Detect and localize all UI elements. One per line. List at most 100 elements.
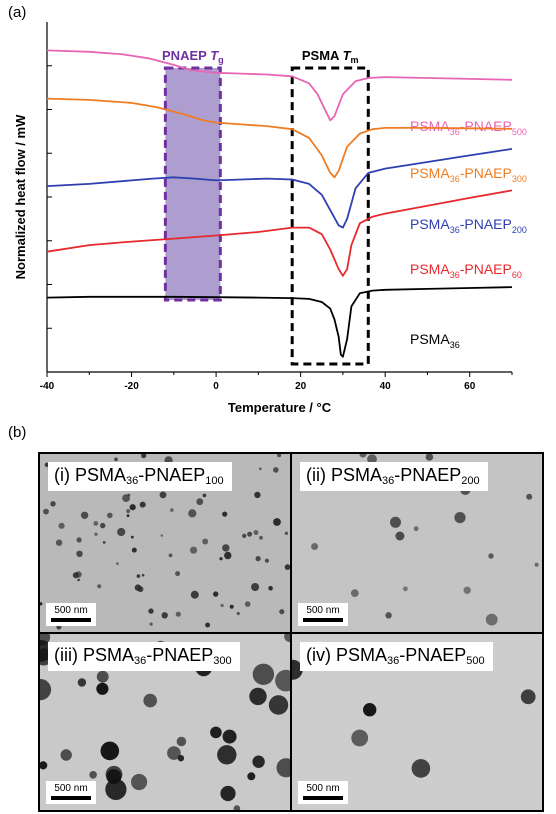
particle bbox=[141, 454, 147, 459]
particle bbox=[247, 531, 253, 537]
tem-tile: (ii) PSMA36-PNAEP200 500 nm bbox=[292, 454, 542, 632]
particle bbox=[390, 516, 401, 528]
particle bbox=[188, 509, 197, 518]
particle bbox=[463, 586, 471, 594]
particle bbox=[55, 539, 63, 546]
particle bbox=[205, 622, 211, 628]
particle bbox=[149, 622, 153, 626]
particle bbox=[176, 736, 187, 747]
particle bbox=[96, 682, 109, 695]
series-label: PSMA36 bbox=[410, 331, 460, 350]
particle bbox=[224, 551, 232, 560]
series-line bbox=[46, 97, 513, 179]
particle bbox=[50, 501, 56, 507]
particle bbox=[249, 687, 267, 706]
particle bbox=[80, 511, 89, 519]
particle bbox=[273, 518, 281, 526]
particle bbox=[252, 663, 275, 685]
tem-tile: (i) PSMA36-PNAEP100 500 nm bbox=[40, 454, 290, 632]
particle bbox=[126, 514, 130, 518]
dsc-chart: PNAEP Tg PSMA Tm -40 -20 0 20 40 60 Temperature … bbox=[13, 22, 527, 415]
particle bbox=[279, 609, 285, 615]
particle bbox=[94, 532, 98, 536]
particle bbox=[258, 467, 262, 471]
scale-bar: 500 nm bbox=[298, 781, 348, 804]
particle bbox=[264, 558, 269, 563]
particle bbox=[268, 585, 273, 591]
particle bbox=[170, 508, 174, 512]
particle bbox=[131, 547, 137, 553]
particle bbox=[277, 454, 282, 458]
particle bbox=[247, 772, 256, 781]
particle bbox=[403, 586, 408, 592]
particle bbox=[175, 571, 181, 577]
particle bbox=[130, 535, 134, 539]
particle bbox=[284, 634, 290, 642]
scale-bar: 500 nm bbox=[46, 781, 96, 804]
tem-tile: (iv) PSMA36-PNAEP500 500 nm bbox=[292, 634, 542, 810]
particle bbox=[411, 759, 431, 778]
particle bbox=[220, 603, 224, 608]
particle bbox=[268, 695, 289, 715]
particle bbox=[526, 493, 533, 500]
particle bbox=[89, 771, 97, 779]
particle bbox=[273, 467, 279, 473]
tem-panel-label: (iv) PSMA36-PNAEP500 bbox=[300, 642, 493, 671]
particle bbox=[106, 769, 122, 785]
particle bbox=[122, 494, 130, 502]
series-label: PSMA36-PNAEP300 bbox=[410, 165, 527, 184]
particle bbox=[520, 689, 536, 705]
particle bbox=[488, 553, 494, 559]
particle bbox=[222, 729, 237, 744]
particle bbox=[93, 521, 99, 526]
particle bbox=[77, 678, 87, 687]
particle bbox=[385, 612, 392, 619]
series-line bbox=[46, 189, 513, 277]
particle bbox=[107, 512, 113, 519]
particle bbox=[134, 584, 142, 591]
particle bbox=[160, 534, 163, 537]
scale-bar: 500 nm bbox=[298, 603, 348, 626]
particle bbox=[413, 526, 419, 532]
particle bbox=[252, 755, 265, 768]
particle bbox=[44, 462, 50, 467]
particle bbox=[196, 498, 204, 506]
x-tick-label: 20 bbox=[295, 381, 307, 392]
series-line bbox=[46, 286, 513, 358]
particle bbox=[175, 611, 181, 617]
particle bbox=[236, 611, 240, 616]
particle bbox=[255, 556, 261, 562]
particle bbox=[534, 562, 539, 567]
particle bbox=[141, 573, 145, 577]
tem-panel-label: (i) PSMA36-PNAEP100 bbox=[48, 462, 232, 491]
annotation-label-tg: PNAEP Tg bbox=[162, 48, 224, 65]
particle bbox=[102, 541, 106, 544]
scale-bar: 500 nm bbox=[46, 603, 96, 626]
series-line bbox=[46, 148, 513, 229]
x-tick-label: 0 bbox=[213, 381, 219, 392]
particle bbox=[485, 613, 498, 626]
series-label: PSMA36-PNAEP500 bbox=[410, 118, 527, 137]
particle bbox=[259, 535, 263, 540]
x-tick-label: -40 bbox=[40, 381, 55, 392]
particle bbox=[72, 572, 79, 579]
particle bbox=[284, 564, 290, 570]
particle bbox=[242, 533, 247, 538]
particle bbox=[126, 509, 131, 514]
particle bbox=[117, 527, 126, 537]
annotation-box-tg bbox=[163, 66, 222, 302]
particle bbox=[367, 454, 377, 465]
particle bbox=[222, 511, 228, 517]
particle bbox=[97, 584, 102, 589]
particle bbox=[40, 761, 48, 770]
series-line bbox=[46, 49, 513, 122]
particle bbox=[168, 553, 173, 558]
particle bbox=[210, 726, 222, 739]
panel-a-label: (a) bbox=[8, 4, 27, 21]
particle bbox=[454, 512, 466, 524]
particle bbox=[220, 785, 236, 802]
particle bbox=[148, 608, 154, 614]
particle bbox=[213, 591, 219, 597]
particle bbox=[116, 562, 119, 565]
particle bbox=[202, 538, 209, 545]
